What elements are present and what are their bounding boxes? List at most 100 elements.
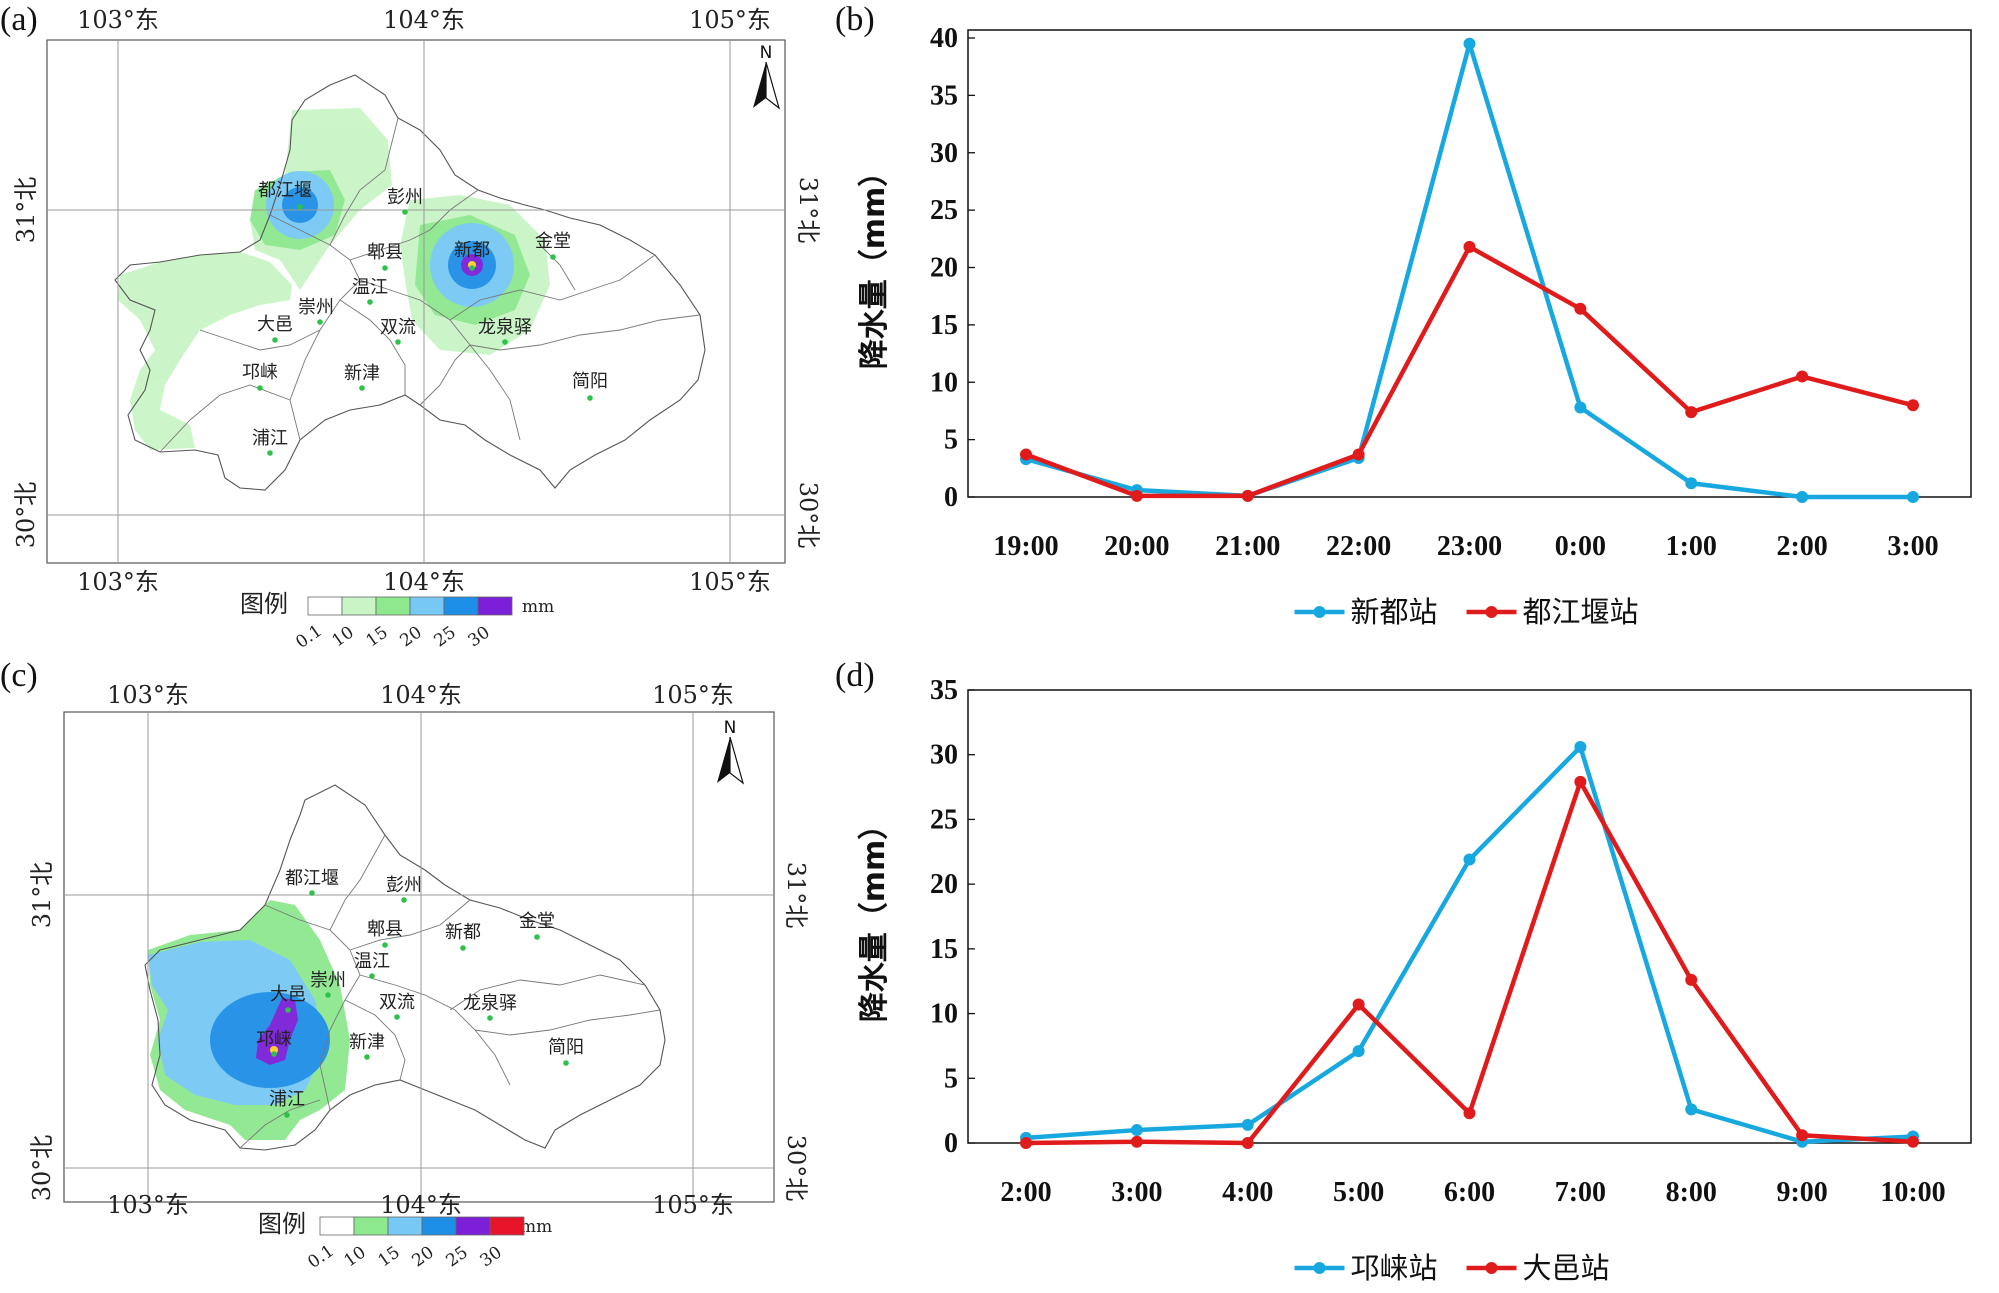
north-arrow-icon: N — [717, 718, 745, 785]
data-point — [1685, 973, 1698, 986]
y-tick-label: 10 — [930, 999, 958, 1030]
x-tick-label: 21:00 — [1215, 531, 1280, 562]
lon-label: 103°东 — [107, 681, 189, 709]
city-label: 简阳 — [548, 1037, 584, 1058]
city-dot — [395, 339, 401, 345]
data-point — [1241, 1137, 1254, 1149]
lat-label: 31°北 — [28, 862, 56, 929]
y-tick-label: 15 — [930, 310, 958, 341]
legend-swatch — [455, 1216, 491, 1236]
lon-label: 104°东 — [380, 681, 462, 709]
city-dot — [382, 265, 388, 271]
north-label: N — [760, 43, 773, 63]
data-point — [1574, 302, 1587, 315]
city-label: 崇州 — [298, 297, 334, 318]
legend-unit: mm — [522, 597, 554, 617]
data-point — [1241, 1118, 1254, 1131]
x-tick-label: 20:00 — [1104, 531, 1169, 562]
city-dot — [502, 339, 508, 345]
city-dot — [587, 395, 593, 401]
district-border — [449, 974, 646, 1011]
legend-swatch — [307, 596, 343, 616]
lon-label: 104°东 — [383, 568, 465, 596]
data-point — [1352, 998, 1365, 1011]
city-dot — [460, 945, 466, 951]
city-dot — [367, 299, 373, 305]
panel-label-c: (c) — [0, 657, 38, 694]
legend-value: 0.1 — [304, 1241, 338, 1273]
panel-label-d: (d) — [835, 657, 875, 694]
city-label: 邛崃 — [242, 362, 278, 383]
city-label: 龙泉驿 — [478, 317, 532, 338]
city-dot — [297, 204, 303, 210]
data-point — [1907, 1135, 1919, 1148]
legend-value: 10 — [341, 1243, 370, 1272]
lat-label: 31°北 — [782, 862, 810, 929]
series-line — [1025, 744, 1914, 1144]
city-dot — [534, 934, 540, 940]
district-border — [329, 117, 399, 246]
y-tick-label: 5 — [944, 1063, 958, 1094]
x-tick-label: 22:00 — [1326, 531, 1391, 562]
y-tick-label: 20 — [930, 869, 958, 900]
city-label: 大邑 — [270, 984, 306, 1005]
x-tick-label: 23:00 — [1437, 531, 1502, 562]
city-dot — [317, 319, 323, 325]
y-tick-label: 30 — [930, 138, 958, 169]
x-tick-label: 6:00 — [1444, 1177, 1495, 1208]
district-border — [269, 214, 361, 441]
data-point — [1130, 1135, 1143, 1148]
rainfall-fill — [148, 900, 350, 1140]
x-tick-label: 3:00 — [1887, 531, 1938, 562]
x-tick-label: 2:00 — [1000, 1177, 1051, 1208]
data-point — [1796, 491, 1809, 503]
legend-label: 新都站 — [1351, 595, 1438, 629]
data-point — [1463, 240, 1476, 253]
region-boundary — [144, 784, 666, 1151]
district-border — [349, 189, 479, 261]
city-label: 浦江 — [252, 428, 288, 449]
y-tick-label: 35 — [930, 80, 958, 111]
y-axis-label: 降水量（mm） — [857, 157, 892, 370]
city-dot — [285, 1007, 291, 1013]
data-point — [1463, 853, 1476, 866]
city-dot — [267, 450, 273, 456]
x-tick-label: 8:00 — [1666, 1177, 1717, 1208]
data-point — [1796, 370, 1809, 383]
lon-label: 103°东 — [77, 568, 159, 596]
legend-value: 0.1 — [292, 621, 326, 653]
data-point — [1130, 1124, 1143, 1137]
data-point — [1352, 1045, 1365, 1058]
y-tick-label: 20 — [930, 253, 958, 284]
legend-value: 10 — [329, 623, 358, 652]
data-point — [1020, 1137, 1032, 1149]
data-point — [1241, 489, 1254, 502]
legend-label: 邛崃站 — [1351, 1251, 1438, 1285]
city-dot — [257, 385, 263, 391]
legend-marker — [1313, 606, 1326, 618]
legend-swatch — [421, 1216, 457, 1236]
city-dot — [272, 337, 278, 343]
legend-value: 15 — [363, 623, 392, 652]
data-point — [1352, 448, 1365, 461]
y-tick-label: 10 — [930, 367, 958, 398]
city-label: 郫县 — [367, 242, 403, 263]
legend-swatch — [477, 596, 513, 616]
city-label: 温江 — [354, 951, 390, 972]
y-tick-label: 15 — [930, 934, 958, 965]
city-dot — [550, 254, 556, 260]
legend-value: 15 — [375, 1243, 404, 1272]
y-tick-label: 5 — [944, 425, 958, 456]
city-dot — [563, 1060, 569, 1066]
city-dot — [325, 992, 331, 998]
city-dot — [359, 385, 365, 391]
lat-label: 30°北 — [12, 482, 40, 549]
district-border — [349, 899, 471, 951]
x-tick-label: 2:00 — [1776, 531, 1827, 562]
legend-marker — [1313, 1262, 1326, 1274]
map-a: 103°东 104°东 105°东 103°东 104°东 105°东 31°北… — [12, 6, 822, 653]
x-tick-label: 7:00 — [1555, 1177, 1606, 1208]
city-label: 新都 — [454, 240, 490, 261]
city-dot — [284, 1112, 290, 1118]
